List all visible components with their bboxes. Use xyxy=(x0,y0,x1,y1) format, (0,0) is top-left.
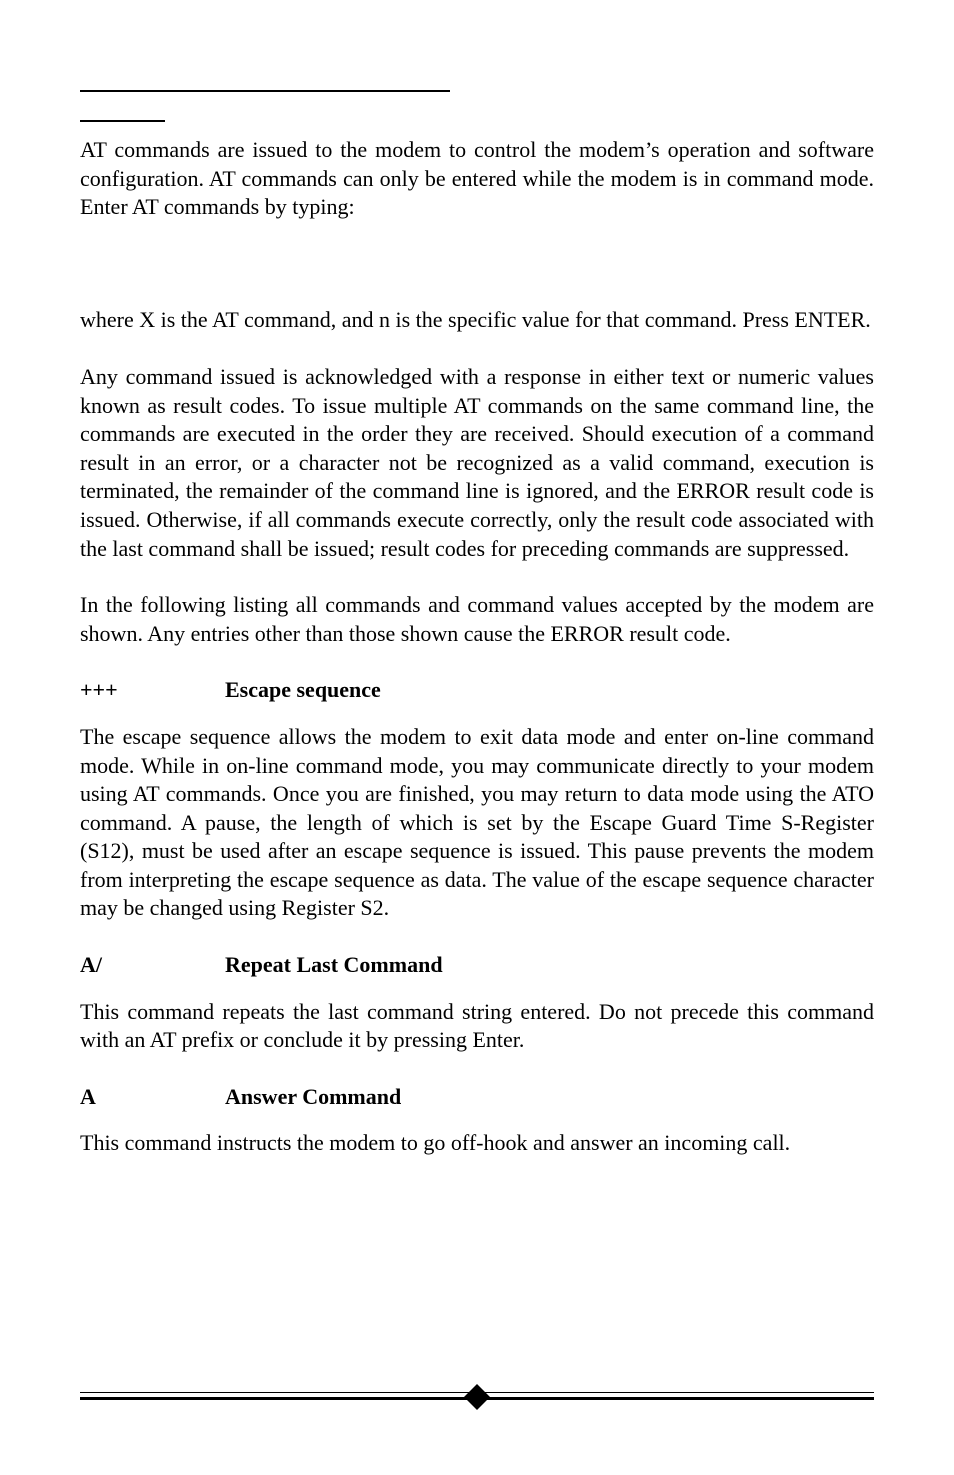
command-symbol: +++ xyxy=(80,676,225,705)
intro-paragraph: AT commands are issued to the modem to c… xyxy=(80,136,874,222)
command-name: Answer Command xyxy=(225,1083,874,1112)
where-paragraph: where X is the AT command, and n is the … xyxy=(80,306,874,335)
answer-body: This command instructs the modem to go o… xyxy=(80,1129,874,1158)
diamond-icon xyxy=(464,1384,490,1415)
top-rule-long xyxy=(80,90,450,92)
command-name: Escape sequence xyxy=(225,676,874,705)
escape-body: The escape sequence allows the modem to … xyxy=(80,723,874,923)
repeat-body: This command repeats the last command st… xyxy=(80,998,874,1055)
listing-paragraph: In the following listing all commands an… xyxy=(80,591,874,648)
page: AT commands are issued to the modem to c… xyxy=(0,0,954,1475)
command-repeat: A/ Repeat Last Command xyxy=(80,951,874,980)
footer-decoration xyxy=(80,1392,874,1400)
command-name: Repeat Last Command xyxy=(225,951,874,980)
ack-paragraph: Any command issued is acknowledged with … xyxy=(80,363,874,563)
command-symbol: A/ xyxy=(80,951,225,980)
top-rule-short xyxy=(80,120,165,122)
command-answer: A Answer Command xyxy=(80,1083,874,1112)
command-escape: +++ Escape sequence xyxy=(80,676,874,705)
command-symbol: A xyxy=(80,1083,225,1112)
